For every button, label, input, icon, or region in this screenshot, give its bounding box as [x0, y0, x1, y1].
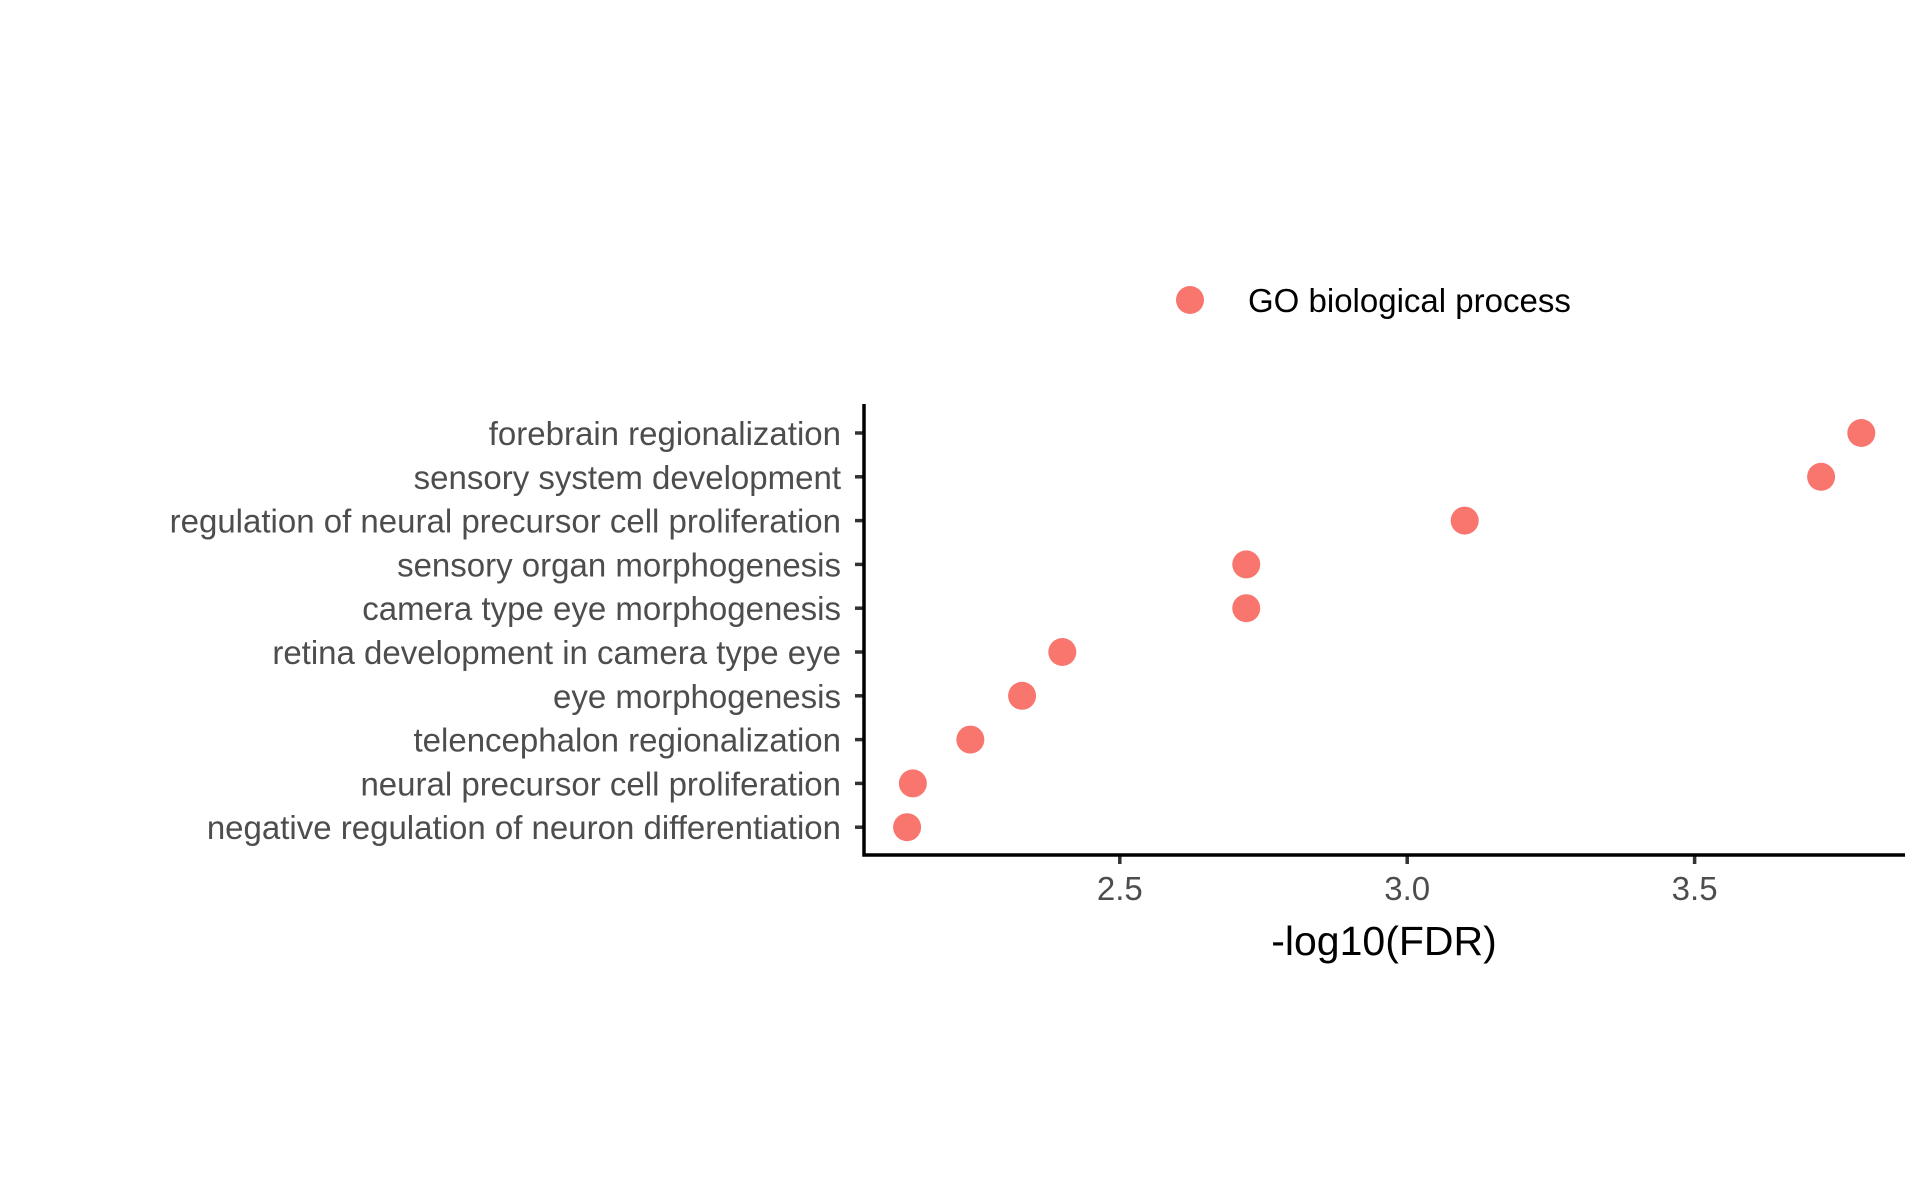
legend-marker — [1176, 286, 1204, 314]
data-point — [893, 813, 922, 842]
axis-lines — [862, 404, 1905, 857]
legend-label: GO biological process — [1248, 282, 1571, 319]
x-axis-title: -log10(FDR) — [1271, 918, 1497, 964]
data-point — [1807, 462, 1836, 491]
x-tick-label: 2.5 — [1097, 870, 1143, 907]
data-point — [1450, 506, 1479, 535]
x-tick-label: 3.0 — [1384, 870, 1430, 907]
data-point — [956, 725, 985, 754]
y-tick-label: telencephalon regionalization — [414, 722, 842, 759]
y-tick-label: forebrain regionalization — [489, 415, 841, 452]
y-tick-label: neural precursor cell proliferation — [360, 765, 841, 802]
y-tick-label: negative regulation of neuron differenti… — [207, 809, 841, 846]
y-axis-labels: forebrain regionalization sensory system … — [170, 415, 841, 846]
legend: GO biological process — [1176, 282, 1571, 319]
y-tick-label: sensory system development — [414, 459, 841, 496]
data-point — [1232, 550, 1261, 579]
data-point — [1232, 594, 1261, 623]
data-point — [1048, 638, 1077, 666]
y-tick-label: regulation of neural precursor cell prol… — [170, 503, 841, 540]
x-axis-labels: 2.5 3.0 3.5 — [1097, 870, 1718, 907]
data-point — [1008, 681, 1037, 710]
data-points — [893, 419, 1876, 842]
data-point — [1847, 419, 1876, 447]
y-tick-label: retina development in camera type eye — [272, 634, 841, 671]
y-tick-label: camera type eye morphogenesis — [362, 590, 841, 627]
y-tick-label: sensory organ morphogenesis — [397, 546, 841, 583]
data-point — [898, 769, 927, 798]
x-tick-label: 3.5 — [1672, 870, 1718, 907]
y-tick-label: eye morphogenesis — [553, 678, 841, 715]
